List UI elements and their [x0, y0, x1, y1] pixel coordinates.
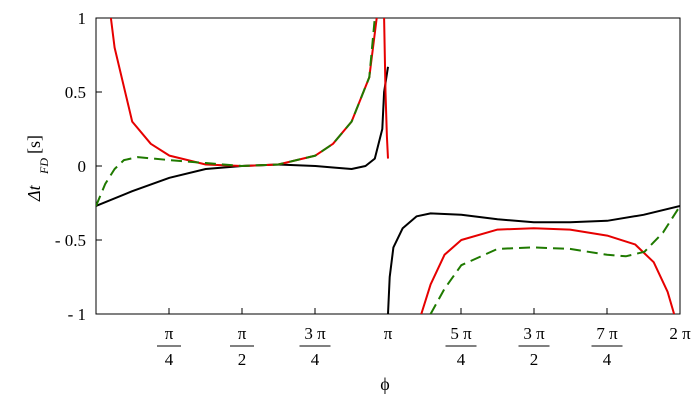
series-2 [96, 18, 680, 314]
x-tick-numerator: π [238, 324, 247, 343]
y-tick-label: 0.5 [65, 83, 86, 102]
y-tick-label: 1 [78, 9, 87, 28]
x-tick-denominator: 4 [457, 350, 466, 369]
x-tick-numerator: 3 π [304, 324, 326, 343]
y-tick-label: 0 [78, 157, 87, 176]
x-tick-denominator: 2 [530, 350, 539, 369]
x-tick-label: π2 [230, 324, 254, 369]
y-tick-label: - 1 [68, 305, 86, 324]
x-tick-label: 7 π4 [591, 324, 623, 369]
x-tick-numerator: 2 π [669, 324, 691, 343]
y-tick-label: - 0.5 [55, 231, 86, 250]
x-tick-label: 3 π2 [518, 324, 550, 369]
x-tick-denominator: 4 [603, 350, 612, 369]
x-tick-label: 5 π4 [445, 324, 477, 369]
y-axis-label-unit: [s] [24, 135, 44, 154]
x-tick-numerator: π [165, 324, 174, 343]
series-line [109, 18, 378, 167]
series-line [429, 205, 680, 314]
plot-frame [95, 17, 681, 315]
series-line [96, 66, 389, 207]
series-line [96, 18, 376, 207]
y-axis-label-subscript: FD [37, 158, 51, 175]
x-axis-label: ϕ [380, 374, 389, 394]
x-tick-denominator: 4 [311, 350, 320, 369]
series-line [420, 227, 676, 314]
y-axis-label: Δt FD [s] [24, 135, 51, 202]
series-line [383, 18, 389, 159]
x-tick-denominator: 4 [165, 350, 174, 369]
x-tick-label: π [384, 324, 393, 343]
x-tick-label: π4 [157, 324, 181, 369]
x-tick-numerator: 3 π [523, 324, 545, 343]
series-line [387, 205, 680, 314]
x-tick-label: 2 π [669, 324, 691, 343]
series-1 [109, 18, 676, 314]
x-tick-numerator: π [384, 324, 393, 343]
y-axis-label-main: Δt [24, 184, 44, 202]
x-tick-denominator: 2 [238, 350, 247, 369]
x-tick-label: 3 π4 [299, 324, 331, 369]
series-0 [96, 66, 680, 314]
x-tick-numerator: 7 π [596, 324, 618, 343]
x-tick-numerator: 5 π [450, 324, 472, 343]
